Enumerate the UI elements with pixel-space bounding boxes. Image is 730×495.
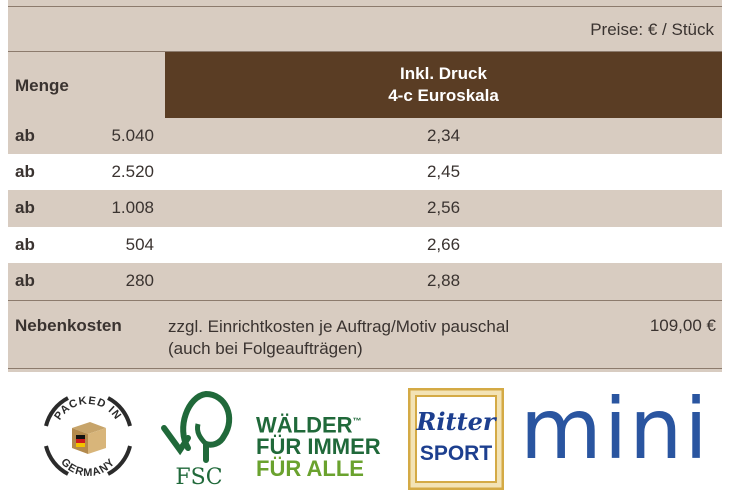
- row-quantity: 1.008: [111, 198, 154, 217]
- price-note: Preise: € / Stück: [590, 20, 714, 39]
- row-price: 2,66: [426, 235, 461, 254]
- packed-in-germany-seal: PACKED IN GERMANY: [44, 395, 132, 479]
- fsc-tree-icon: FSC: [161, 390, 233, 488]
- svg-text:GERMANY: GERMANY: [58, 456, 117, 479]
- print-header-line1: Inkl. Druck: [400, 64, 487, 83]
- extra-costs-label: Nebenkosten: [15, 316, 122, 335]
- row-prefix: ab: [15, 198, 35, 217]
- fsc-label: FSC: [175, 465, 222, 488]
- row-price: 2,34: [426, 126, 461, 145]
- price-table: Preise: € / Stück Menge Inkl. Druck 4-c …: [8, 0, 722, 372]
- header-rule: [8, 51, 722, 52]
- print-header: Inkl. Druck 4-c Euroskala: [165, 52, 722, 118]
- table-row: ab 5.040 2,34: [8, 118, 722, 154]
- top-rule: [8, 6, 722, 7]
- row-quantity: 280: [125, 271, 154, 290]
- print-header-line2: 4-c Euroskala: [388, 86, 499, 105]
- table-row: ab 2.520 2,45: [8, 154, 722, 190]
- ritter-label: Ritter: [415, 407, 498, 436]
- extra-costs-text-line2: (auch bei Folgeaufträgen): [168, 339, 363, 358]
- row-prefix: ab: [15, 126, 35, 145]
- table-row: ab 280 2,88: [8, 263, 722, 299]
- table-row: ab 504 2,66: [8, 227, 722, 263]
- table-row: ab 1.008 2,56: [8, 190, 722, 226]
- forest-line2: FÜR IMMER: [256, 434, 381, 460]
- trademark-mark: ™: [352, 416, 362, 426]
- quantity-header: Menge: [15, 76, 69, 95]
- row-quantity: 2.520: [111, 162, 154, 181]
- row-price: 2,45: [426, 162, 461, 181]
- ritter-sport-logo: Ritter SPORT: [408, 388, 504, 490]
- row-prefix: ab: [15, 271, 35, 290]
- extra-costs-text-line1: zzgl. Einrichtkosten je Auftrag/Motiv pa…: [168, 317, 510, 336]
- extra-costs-text: zzgl. Einrichtkosten je Auftrag/Motiv pa…: [168, 316, 608, 360]
- row-prefix: ab: [15, 162, 35, 181]
- packed-bottom-text: GERMANY: [58, 456, 116, 479]
- row-price: 2,56: [426, 198, 461, 217]
- sport-label: SPORT: [420, 442, 493, 465]
- forest-line3: FÜR ALLE: [256, 456, 364, 482]
- extra-costs-price: 109,00 €: [649, 316, 716, 335]
- forest-slogan: WÄLDER™ FÜR IMMER FÜR ALLE: [256, 410, 381, 480]
- forest-line1: WÄLDER: [256, 412, 353, 438]
- bottom-rule: [8, 368, 722, 369]
- row-price: 2,88: [426, 271, 461, 290]
- mini-wordmark: mini: [520, 380, 710, 478]
- row-prefix: ab: [15, 235, 35, 254]
- row-quantity: 5.040: [111, 126, 154, 145]
- extra-costs-rule: [8, 300, 722, 301]
- row-quantity: 504: [125, 235, 154, 254]
- logo-strip: PACKED IN GERMANY FSC WÄLDER™ FÜR IMMER …: [0, 380, 730, 495]
